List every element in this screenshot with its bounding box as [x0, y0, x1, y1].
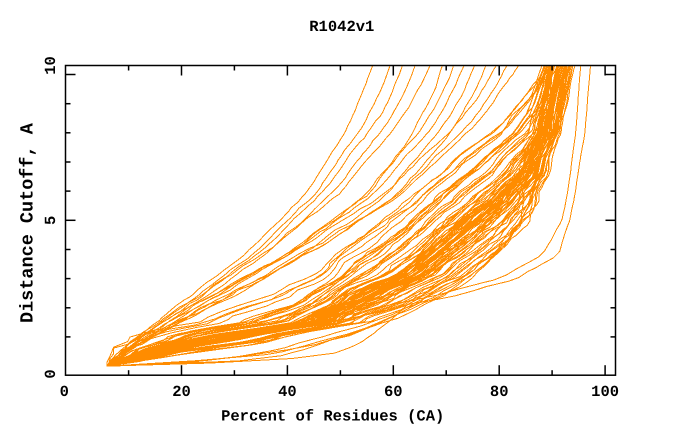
svg-text:Percent of Residues (CA): Percent of Residues (CA)	[221, 407, 444, 425]
svg-text:R1042v1: R1042v1	[309, 18, 374, 36]
svg-text:40: 40	[278, 383, 297, 401]
svg-text:0: 0	[60, 383, 69, 401]
svg-text:20: 20	[172, 383, 191, 401]
svg-text:Distance Cutoff, A: Distance Cutoff, A	[17, 122, 38, 323]
svg-text:0: 0	[42, 369, 60, 378]
svg-text:5: 5	[42, 216, 60, 225]
svg-text:60: 60	[384, 383, 403, 401]
svg-text:80: 80	[490, 383, 509, 401]
svg-text:10: 10	[42, 56, 60, 75]
svg-text:100: 100	[591, 383, 619, 401]
